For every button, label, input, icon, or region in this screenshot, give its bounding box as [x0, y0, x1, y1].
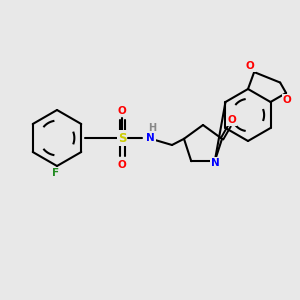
Text: N: N	[146, 133, 154, 143]
Text: F: F	[52, 168, 60, 178]
Text: O: O	[227, 115, 236, 125]
Text: O: O	[283, 95, 292, 105]
Text: N: N	[212, 158, 220, 168]
Text: O: O	[118, 160, 126, 170]
Text: O: O	[246, 61, 254, 71]
Text: S: S	[118, 131, 126, 145]
Text: H: H	[148, 123, 156, 133]
Text: O: O	[118, 106, 126, 116]
